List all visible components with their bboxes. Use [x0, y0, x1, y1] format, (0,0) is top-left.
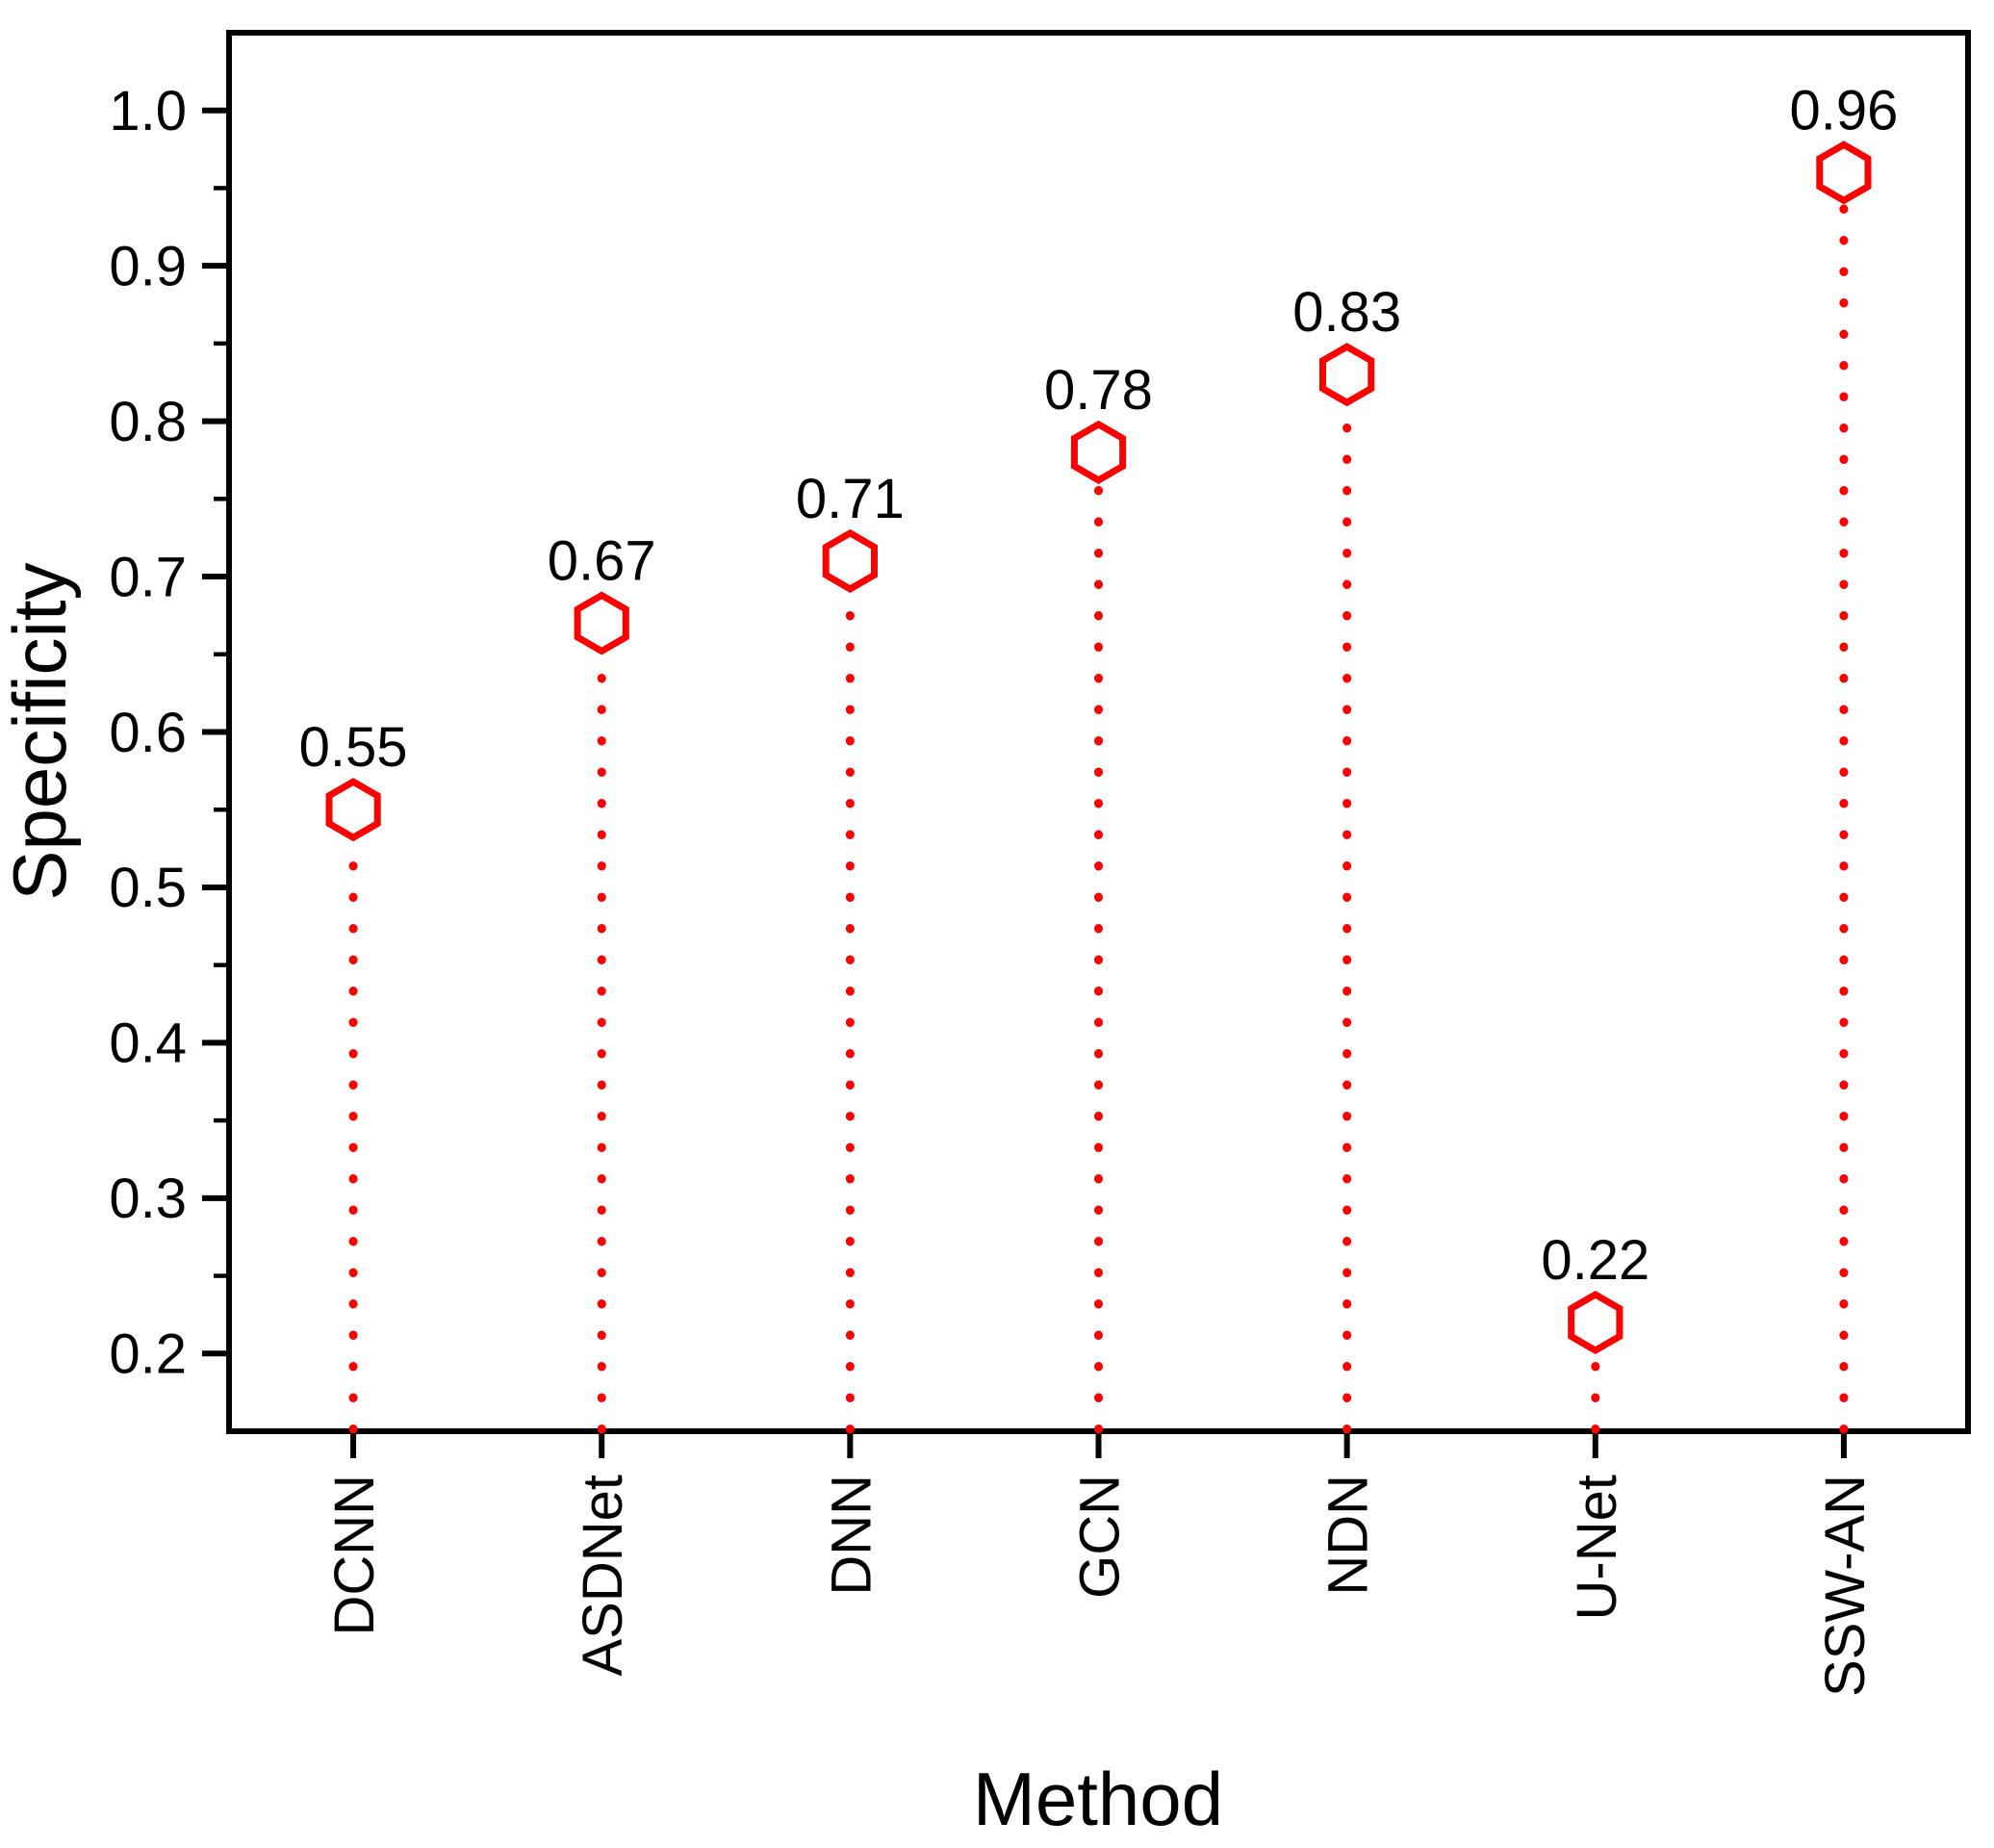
hexagon-marker — [1319, 343, 1375, 407]
value-label: 0.71 — [796, 468, 905, 530]
hexagon-marker — [822, 528, 878, 593]
value-label: 0.67 — [548, 529, 656, 592]
hexagon-marker — [574, 591, 629, 655]
value-labels: 0.55 0.67 0.71 0.78 0.83 0.22 0.96 — [299, 79, 1899, 1292]
x-tick-label: GCN — [1069, 1475, 1132, 1599]
y-tick-label: 0.9 — [109, 235, 187, 297]
y-tick-label: 0.4 — [109, 1013, 187, 1075]
x-tick-label: ASDNet — [572, 1475, 634, 1677]
hexagon-markers — [325, 141, 1872, 1355]
hexagon-marker — [1070, 420, 1127, 484]
y-tick-label: 0.6 — [109, 702, 187, 764]
value-label: 0.78 — [1044, 359, 1153, 422]
x-tick-label: SSW-AN — [1814, 1475, 1877, 1697]
y-tick-label: 0.3 — [109, 1168, 187, 1230]
y-axis-tick-labels: 0.2 0.3 0.4 0.5 0.6 0.7 0.8 0.9 1.0 — [109, 80, 187, 1386]
x-tick-label: DCNN — [323, 1475, 386, 1636]
y-tick-label: 0.5 — [109, 857, 187, 919]
y-tick-label: 0.2 — [109, 1323, 187, 1386]
hexagon-marker — [1816, 141, 1872, 205]
y-axis-title: Specificity — [0, 562, 82, 900]
y-tick-label: 0.7 — [109, 546, 187, 608]
y-tick-label: 0.8 — [109, 391, 187, 453]
hexagon-marker — [325, 778, 381, 842]
x-tick-label: NDN — [1317, 1475, 1380, 1596]
value-label: 0.83 — [1292, 281, 1401, 344]
value-label: 0.22 — [1541, 1229, 1649, 1292]
x-tick-label: DNN — [820, 1475, 882, 1596]
y-axis-major-ticks — [202, 107, 229, 1357]
value-label: 0.55 — [299, 716, 408, 779]
y-tick-label: 1.0 — [109, 80, 187, 142]
value-label: 0.96 — [1789, 79, 1898, 141]
stem-lines — [348, 201, 1849, 1434]
y-axis-minor-ticks — [214, 186, 229, 1278]
x-axis-title: Method — [973, 1757, 1223, 1841]
x-axis-ticks — [350, 1431, 1847, 1458]
x-axis-tick-labels: DCNN ASDNet DNN GCN NDN U-Net SSW-AN — [323, 1475, 1877, 1697]
x-tick-label: U-Net — [1566, 1475, 1628, 1620]
hexagon-marker — [1568, 1290, 1623, 1355]
plot-frame — [226, 30, 1971, 1434]
